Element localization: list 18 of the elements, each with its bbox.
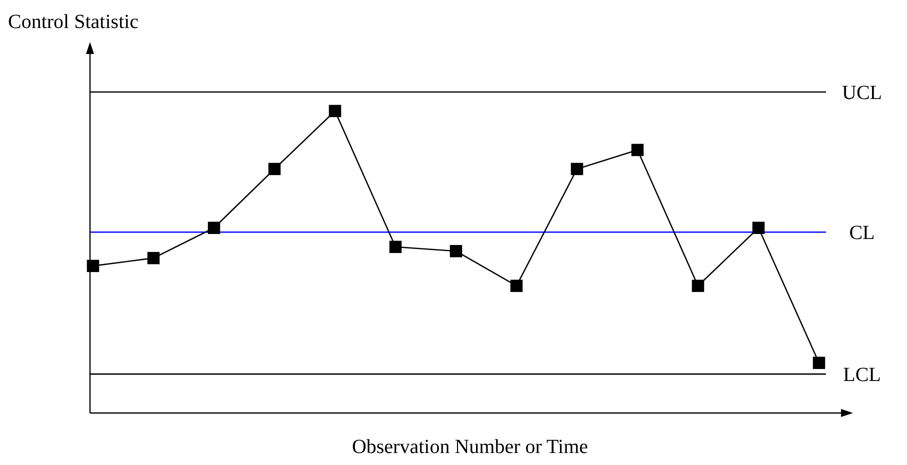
- ref-line-label: UCL: [842, 82, 882, 104]
- ref-line-label: LCL: [843, 364, 881, 386]
- point: [692, 280, 704, 292]
- point: [389, 240, 402, 254]
- point: [86, 260, 100, 272]
- point: [147, 252, 160, 264]
- x-axis-title: Observation Number or Time: [352, 436, 588, 458]
- point: [450, 245, 462, 258]
- point: [510, 280, 523, 292]
- ref-line-label: CL: [849, 222, 875, 244]
- point: [570, 162, 584, 176]
- point: [328, 104, 342, 118]
- point: [631, 144, 644, 156]
- y-axis-title: Control Statistic: [8, 11, 139, 33]
- point: [208, 222, 220, 234]
- point: [812, 356, 826, 369]
- point: [268, 162, 281, 176]
- point: [752, 222, 765, 234]
